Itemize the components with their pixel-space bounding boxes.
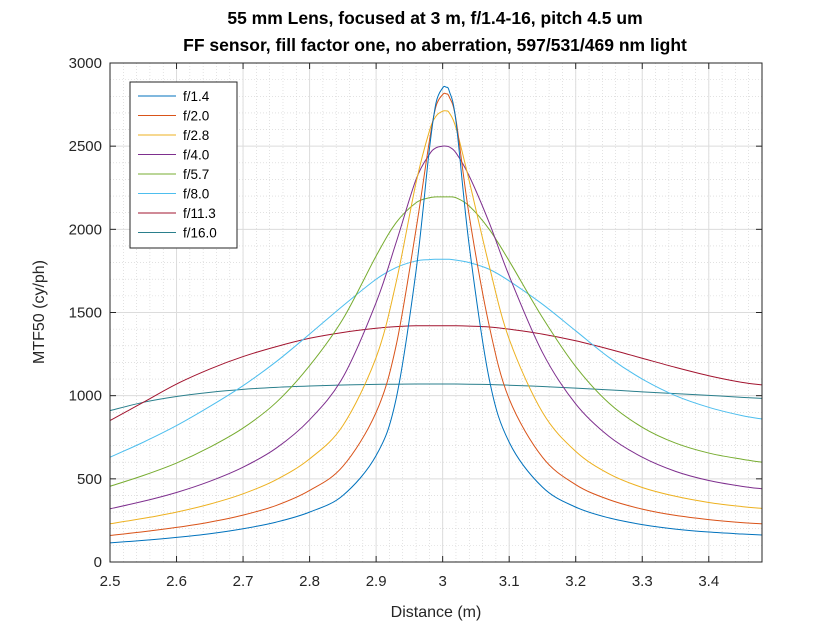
legend: f/1.4 f/2.0 f/2.8 f/4.0 f/5.7 f/8.0 f/11.3 f/16… (129, 81, 238, 249)
legend-entry: f/16.0 (183, 226, 217, 241)
legend-entry: f/4.0 (183, 148, 209, 163)
series-line-f-2-0 (109, 92, 763, 536)
y-axis-ticks: 0 500 1000 1500 2000 2500 3000 (69, 55, 762, 571)
x-axis-label: Distance (m) (391, 604, 482, 621)
x-tick-label: 3.4 (698, 573, 719, 590)
legend-entry: f/8.0 (183, 187, 209, 202)
chart-title: 55 mm Lens, focused at 3 m, f/1.4-16, pi… (227, 8, 642, 28)
x-tick-label: 3.2 (565, 573, 586, 590)
legend-box (129, 81, 238, 249)
x-tick-label: 3 (438, 573, 446, 590)
y-tick-label: 0 (94, 554, 102, 571)
x-axis-ticks: 2.5 2.6 2.7 2.8 2.9 3 3.1 3.2 3.3 3.4 (100, 63, 719, 590)
y-tick-label: 1000 (69, 388, 102, 405)
chart-subtitle: FF sensor, fill factor one, no aberratio… (183, 35, 687, 55)
series-line-f-8-0 (109, 258, 763, 458)
x-tick-label: 2.8 (299, 573, 320, 590)
series-line-f-4-0 (109, 145, 763, 510)
y-tick-label: 3000 (69, 55, 102, 72)
x-tick-label: 2.9 (366, 573, 387, 590)
legend-entry: f/11.3 (183, 206, 216, 221)
y-tick-label: 1500 (69, 305, 102, 322)
y-tick-label: 500 (77, 471, 102, 488)
series-lines (109, 85, 763, 544)
x-tick-label: 3.1 (499, 573, 520, 590)
y-axis-label: MTF50 (cy/ph) (31, 260, 48, 364)
legend-entry: f/2.0 (183, 109, 209, 124)
y-tick-label: 2500 (69, 138, 102, 155)
y-tick-label: 2000 (69, 221, 102, 238)
series-line-f-11-3 (109, 325, 763, 422)
x-tick-label: 2.6 (166, 573, 187, 590)
x-tick-label: 2.5 (100, 573, 121, 590)
legend-entry: f/5.7 (183, 167, 209, 182)
x-tick-label: 3.3 (632, 573, 653, 590)
series-line-f-16-0 (109, 383, 763, 412)
legend-entry: f/2.8 (183, 128, 209, 143)
series-line-f-5-7 (109, 196, 763, 487)
series-line-f-1-4 (109, 85, 763, 544)
x-tick-label: 2.7 (233, 573, 254, 590)
legend-entry: f/1.4 (183, 89, 210, 104)
series-line-f-2-8 (109, 110, 763, 525)
